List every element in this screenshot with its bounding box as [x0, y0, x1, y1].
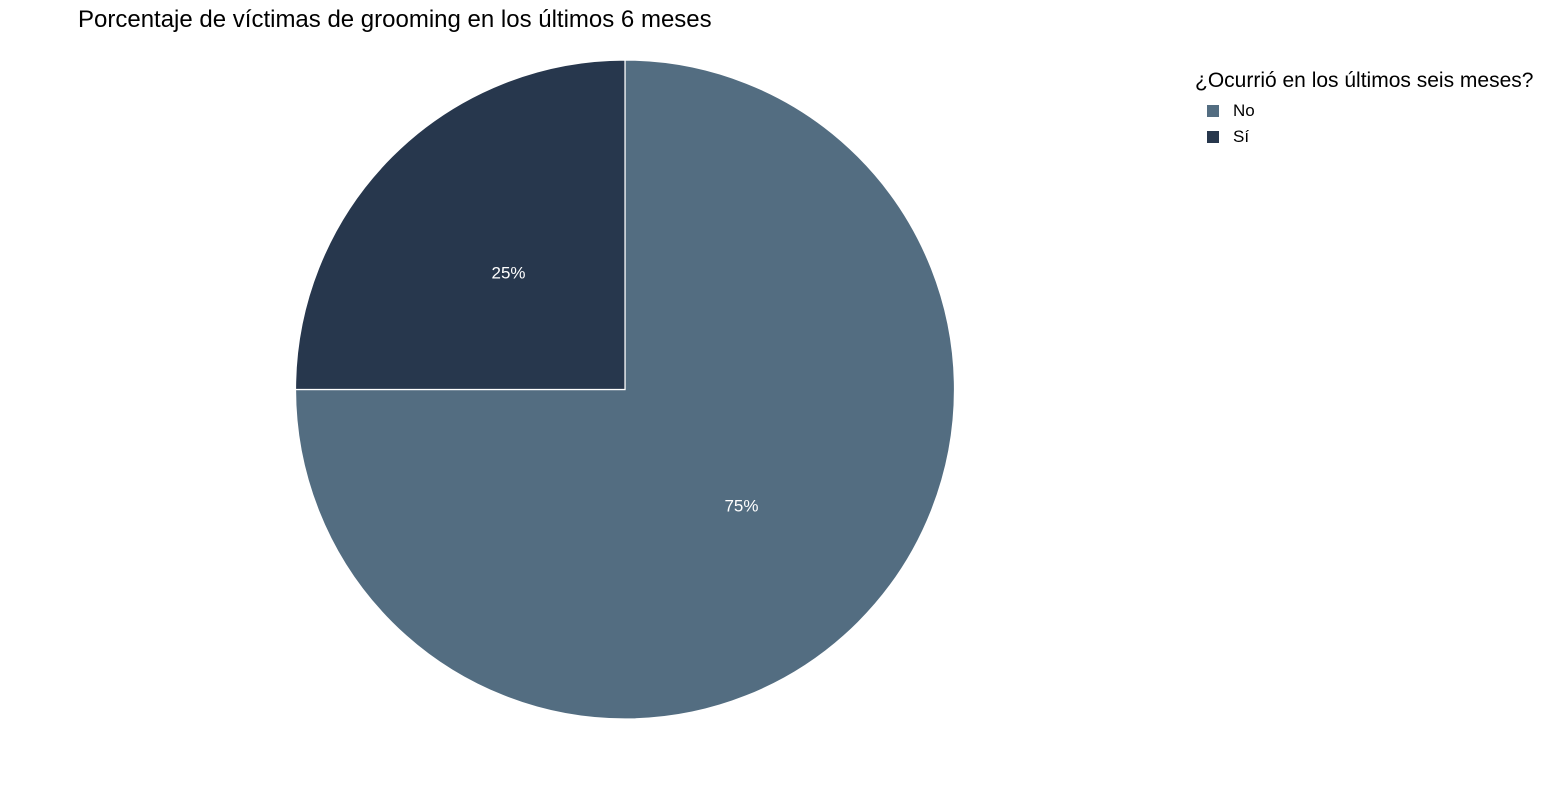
legend-item-si: Sí: [1195, 127, 1533, 153]
legend: ¿Ocurrió en los últimos seis meses? No S…: [1195, 69, 1533, 153]
pie-slice-no: [294, 59, 956, 720]
legend-item-no: No: [1195, 101, 1533, 127]
legend-label-si: Sí: [1233, 127, 1250, 146]
legend-key-si: [1207, 131, 1219, 143]
slice-label-no: 75%: [724, 496, 758, 515]
chart-title: Porcentaje de víctimas de grooming en lo…: [78, 6, 712, 33]
slice-label-si: 25%: [491, 264, 525, 283]
legend-title: ¿Ocurrió en los últimos seis meses?: [1195, 69, 1534, 92]
pie-slice-si: [294, 59, 626, 391]
legend-key-no: [1207, 105, 1219, 117]
legend-label-no: No: [1233, 101, 1255, 120]
